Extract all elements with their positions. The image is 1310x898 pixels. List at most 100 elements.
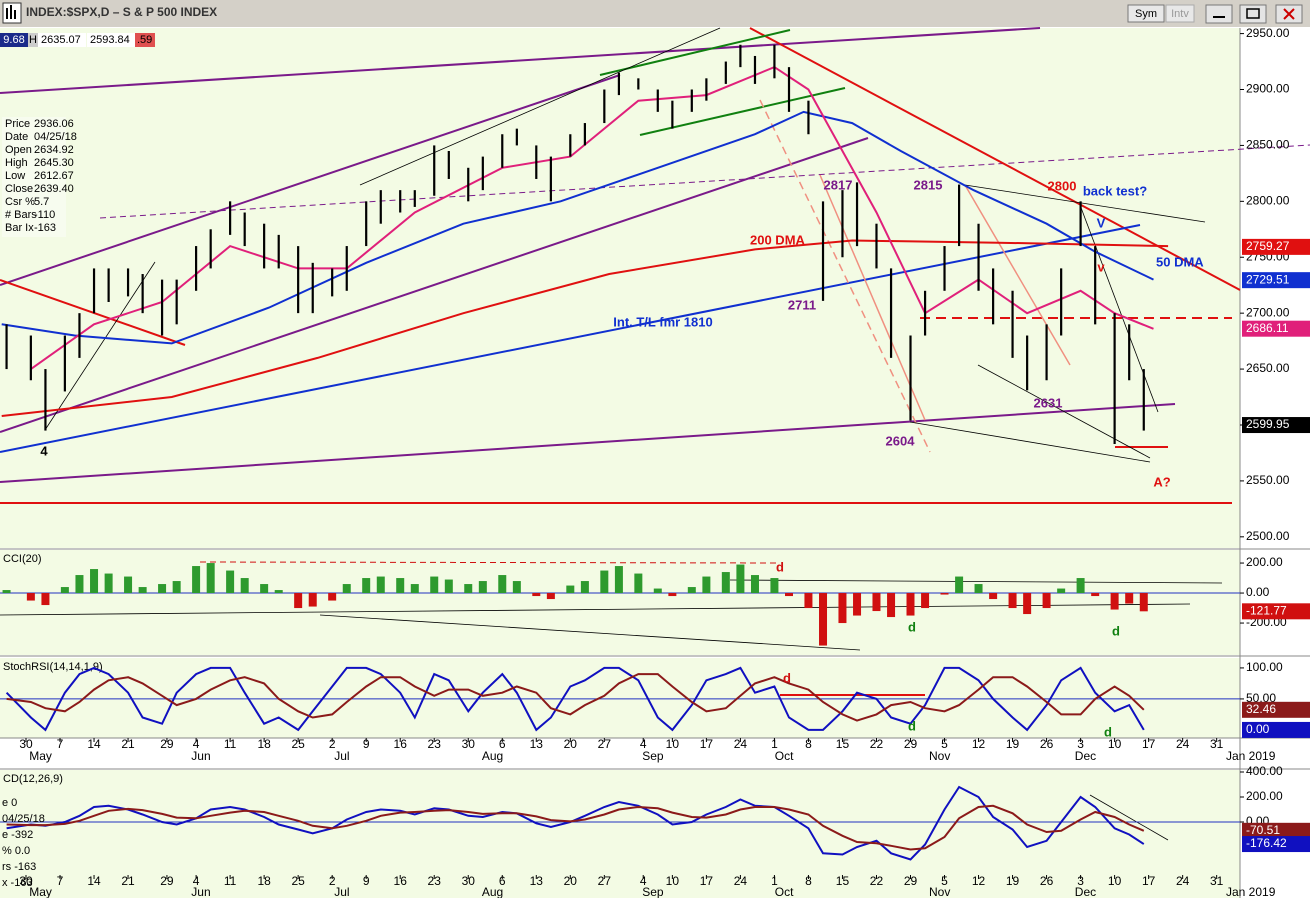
sym-button-label[interactable]: Sym: [1135, 8, 1157, 20]
intv-button-label[interactable]: Intv: [1171, 8, 1189, 20]
histogram-bar: [838, 593, 847, 624]
histogram-bar: [512, 581, 521, 594]
histogram-bar: [124, 576, 133, 594]
indicator-line: [6, 785, 1145, 861]
last-value-tag: [1242, 701, 1310, 718]
x-tick-label: 12: [972, 874, 986, 888]
month-label: Nov: [929, 749, 950, 763]
y-tick-label: 2650.00: [1246, 361, 1290, 375]
histogram-bar: [478, 581, 487, 594]
histogram-bar: [75, 575, 84, 594]
x-tick-label: 29: [160, 737, 174, 751]
line-label: 200 DMA: [750, 232, 806, 247]
trendline: [0, 27, 1041, 94]
x-tick-label: 4: [193, 737, 200, 751]
x-tick-label: 13: [530, 737, 544, 751]
x-tick-label: 14: [87, 737, 101, 751]
maximize-button[interactable]: [1239, 4, 1267, 24]
x-tick-label: 12: [972, 737, 986, 751]
histogram-bar: [60, 587, 69, 594]
x-tick-label: 17: [700, 874, 714, 888]
x-tick-label: 5: [941, 874, 948, 888]
info-value: 5.7: [34, 196, 49, 208]
histogram-bar: [887, 593, 896, 618]
trendline: [359, 27, 721, 186]
last-value-label: -121.77: [1246, 603, 1287, 617]
annotation: A?: [1153, 474, 1170, 489]
x-tick-label: 15: [836, 737, 850, 751]
trendline: [99, 144, 1310, 219]
x-tick-label: 30: [462, 874, 476, 888]
info-label: # Bars: [5, 209, 37, 221]
x-tick-label: 9: [363, 874, 370, 888]
month-label: Jun: [191, 749, 210, 763]
intv-button[interactable]: [1165, 4, 1195, 23]
info-label: Open: [5, 144, 32, 156]
quote-box: [38, 33, 86, 47]
x-tick-label: 4: [640, 874, 647, 888]
trendline: [964, 184, 1206, 223]
trendline: [599, 29, 791, 76]
macd-panel: [0, 770, 1240, 898]
x-tick-label: 24: [734, 874, 748, 888]
info-label: High: [5, 157, 28, 169]
histogram-bar: [955, 576, 964, 594]
annotation: V: [1097, 215, 1106, 230]
histogram-bar: [464, 584, 473, 594]
y-tick-label: 2850.00: [1246, 138, 1290, 152]
histogram-bar: [90, 569, 99, 594]
histogram-bar: [1139, 593, 1148, 612]
moving-average: [1, 239, 1169, 417]
x-tick-label: 26: [1040, 874, 1054, 888]
quote-box: [135, 33, 155, 47]
panel-borders: [0, 28, 1310, 898]
quote-text: .59: [137, 34, 152, 46]
last-value-tag: [1242, 320, 1310, 337]
histogram-bar: [750, 575, 759, 594]
x-tick-label: 17: [1142, 874, 1156, 888]
quote-box: [87, 33, 135, 47]
y-tick-label: 0.00: [1246, 585, 1270, 599]
histogram-bar: [1057, 588, 1066, 594]
side-text: x -163: [2, 877, 33, 889]
histogram-bar: [785, 593, 794, 597]
minimize-button[interactable]: [1205, 4, 1233, 24]
x-tick-label: 6: [499, 737, 506, 751]
x-tick-label: 23: [428, 737, 442, 751]
month-label: May: [29, 885, 52, 898]
histogram-bar: [26, 593, 35, 601]
x-tick-label: 24: [734, 737, 748, 751]
last-value-label: 2686.11: [1246, 321, 1289, 335]
x-tick-label: 19: [1006, 874, 1020, 888]
close-glyph: [1283, 8, 1295, 20]
x-tick-label: 6: [499, 874, 506, 888]
x-tick-label: 25: [291, 737, 305, 751]
last-value-tag: [1242, 417, 1310, 434]
app-icon-glyph: [6, 5, 16, 19]
sym-button[interactable]: [1127, 4, 1165, 23]
x-tick-label: 2: [329, 737, 336, 751]
y-tick-label: 200.00: [1246, 789, 1283, 803]
x-tick-label: 20: [564, 737, 578, 751]
annotation: 4: [40, 443, 48, 458]
y-tick-label: 2800.00: [1246, 194, 1290, 208]
histogram-bar: [274, 590, 283, 594]
histogram-bar: [668, 593, 677, 597]
histogram-bar: [940, 593, 949, 595]
annotation: d: [1104, 724, 1112, 739]
month-label: Jan 2019: [1226, 885, 1276, 898]
x-tick-label: 1: [771, 737, 778, 751]
x-tick-label: 24: [1176, 737, 1190, 751]
x-tick-label: 19: [1006, 737, 1020, 751]
info-value: -110: [34, 209, 55, 221]
side-text: rs -163: [2, 861, 36, 873]
info-value: 04/25/18: [34, 131, 77, 143]
x-tick-label: 10: [666, 874, 680, 888]
x-tick-label: 4: [640, 737, 647, 751]
annotation: 2631: [1034, 395, 1063, 410]
histogram-bar: [308, 593, 317, 607]
month-label: Oct: [775, 885, 794, 898]
panel-title: CCI(20): [3, 553, 42, 565]
x-tick-label: 7: [57, 737, 64, 751]
